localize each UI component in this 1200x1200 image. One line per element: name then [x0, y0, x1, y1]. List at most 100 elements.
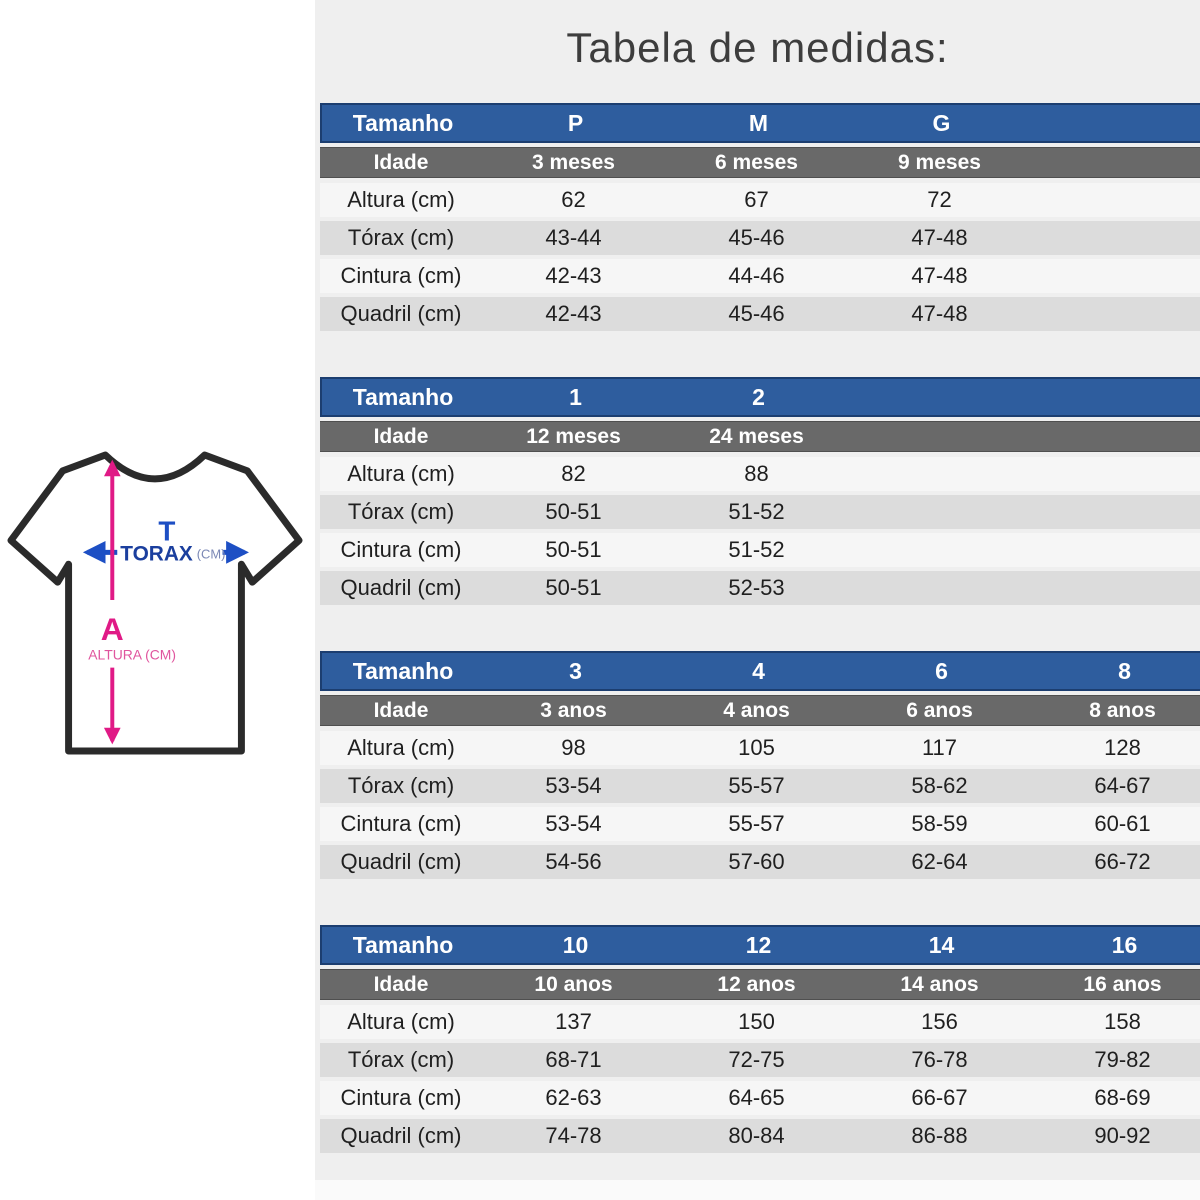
age-cell: 12 anos: [717, 972, 796, 996]
height-letter-label: A: [101, 611, 124, 647]
age-row: Idade 10 anos 12 anos 14 anos 16 anos: [320, 969, 1200, 1000]
measure-value: 128: [1104, 735, 1141, 760]
measure-row: Altura (cm) 98 105 117 128: [320, 731, 1200, 765]
age-header-label: Idade: [373, 424, 429, 448]
measure-value: 156: [921, 1009, 958, 1034]
measure-row: Tórax (cm) 50-51 51-52: [320, 495, 1200, 529]
measure-value: 68-71: [545, 1047, 602, 1072]
age-cell: 14 anos: [900, 972, 979, 996]
measure-value: 82: [561, 461, 586, 486]
size-table: Tamanho 1 2 Idade 12 meses 24 meses Altura (cm…: [320, 377, 1200, 605]
measure-value: 50-51: [545, 499, 602, 524]
measure-value: 62: [561, 187, 586, 212]
measure-row: Cintura (cm) 53-54 55-57 58-59 60-61: [320, 807, 1200, 841]
measure-row: Altura (cm) 82 88: [320, 457, 1200, 491]
measure-label: Quadril (cm): [340, 575, 462, 600]
measure-value: 45-46: [728, 301, 785, 326]
measure-row: Tórax (cm) 53-54 55-57 58-62 64-67: [320, 769, 1200, 803]
size-cell: M: [748, 109, 769, 136]
chest-unit-label: (CM): [197, 546, 226, 561]
age-cell: 16 anos: [1083, 972, 1162, 996]
age-header-label: Idade: [373, 972, 429, 996]
measure-value: 60-61: [1094, 811, 1151, 836]
size-cell: G: [932, 109, 951, 136]
measure-label: Cintura (cm): [340, 263, 462, 288]
measure-label: Tórax (cm): [347, 773, 455, 798]
size-header-row: Tamanho 3 4 6 8: [320, 651, 1200, 691]
measure-value: 50-51: [545, 575, 602, 600]
age-header-label: Idade: [373, 698, 429, 722]
measure-value: 74-78: [545, 1123, 602, 1148]
measure-row: Quadril (cm) 50-51 52-53: [320, 571, 1200, 605]
measure-value: 47-48: [911, 301, 968, 326]
measure-label: Altura (cm): [347, 735, 455, 760]
measure-label: Tórax (cm): [347, 1047, 455, 1072]
age-cell: 9 meses: [898, 150, 981, 174]
measure-value: 47-48: [911, 263, 968, 288]
size-header-label: Tamanho: [352, 109, 454, 136]
measure-label: Quadril (cm): [340, 1123, 462, 1148]
measure-value: 43-44: [545, 225, 602, 250]
size-header-row: Tamanho 1 2: [320, 377, 1200, 417]
age-row: Idade 3 meses 6 meses 9 meses: [320, 147, 1200, 178]
measure-value: 150: [738, 1009, 775, 1034]
size-table: Tamanho 3 4 6 8 Idade 3 anos 4 anos 6 anos 8 anos…: [320, 651, 1200, 879]
measure-value: 44-46: [728, 263, 785, 288]
measure-value: 76-78: [911, 1047, 968, 1072]
measure-row: Cintura (cm) 62-63 64-65 66-67 68-69: [320, 1081, 1200, 1115]
measure-value: 66-72: [1094, 849, 1151, 874]
measure-label: Altura (cm): [347, 187, 455, 212]
size-cell: 4: [752, 657, 765, 684]
measure-row: Quadril (cm) 74-78 80-84 86-88 90-92: [320, 1119, 1200, 1153]
measure-value: 62-63: [545, 1085, 602, 1110]
age-cell: 3 meses: [532, 150, 615, 174]
height-label: ALTURA (CM): [88, 647, 176, 663]
size-cell: 6: [935, 657, 948, 684]
size-cell: 8: [1118, 657, 1131, 684]
tshirt-outline: [7, 451, 303, 755]
size-cell: 3: [569, 657, 582, 684]
measure-value: 52-53: [728, 575, 785, 600]
age-cell: 12 meses: [526, 424, 621, 448]
size-header-row: Tamanho 10 12 14 16: [320, 925, 1200, 965]
age-row: Idade 3 anos 4 anos 6 anos 8 anos: [320, 695, 1200, 726]
measure-row: Altura (cm) 62 67 72: [320, 183, 1200, 217]
size-cell: 14: [928, 931, 955, 958]
measure-value: 86-88: [911, 1123, 968, 1148]
measure-value: 51-52: [728, 499, 785, 524]
measure-value: 54-56: [545, 849, 602, 874]
measure-value: 57-60: [728, 849, 785, 874]
tshirt-diagram: T TORAX (CM) A ALTURA (CM): [6, 440, 304, 770]
measure-value: 67: [744, 187, 769, 212]
measure-value: 55-57: [728, 773, 785, 798]
size-table: Tamanho 10 12 14 16 Idade 10 anos 12 anos 14 ano…: [320, 925, 1200, 1153]
size-cell: 2: [752, 383, 765, 410]
measure-value: 53-54: [545, 773, 602, 798]
measure-value: 72-75: [728, 1047, 785, 1072]
footer-band: [315, 1180, 1200, 1200]
measure-value: 64-67: [1094, 773, 1151, 798]
measure-row: Cintura (cm) 42-43 44-46 47-48: [320, 259, 1200, 293]
size-tables-container: Tamanho P M G Idade 3 meses 6 meses 9 meses Altu…: [320, 103, 1200, 1199]
measure-label: Cintura (cm): [340, 811, 462, 836]
measure-value: 64-65: [728, 1085, 785, 1110]
measure-row: Tórax (cm) 43-44 45-46 47-48: [320, 221, 1200, 255]
measure-value: 79-82: [1094, 1047, 1151, 1072]
measure-label: Quadril (cm): [340, 849, 462, 874]
age-cell: 4 anos: [723, 698, 790, 722]
measure-value: 90-92: [1094, 1123, 1151, 1148]
measure-value: 68-69: [1094, 1085, 1151, 1110]
measure-label: Tórax (cm): [347, 499, 455, 524]
measure-label: Altura (cm): [347, 461, 455, 486]
measure-label: Cintura (cm): [340, 537, 462, 562]
size-cell: 10: [562, 931, 589, 958]
measure-value: 137: [555, 1009, 592, 1034]
measure-value: 47-48: [911, 225, 968, 250]
size-header-label: Tamanho: [352, 931, 454, 958]
measure-value: 88: [744, 461, 769, 486]
measure-value: 42-43: [545, 301, 602, 326]
measure-row: Altura (cm) 137 150 156 158: [320, 1005, 1200, 1039]
age-cell: 3 anos: [540, 698, 607, 722]
measure-value: 53-54: [545, 811, 602, 836]
